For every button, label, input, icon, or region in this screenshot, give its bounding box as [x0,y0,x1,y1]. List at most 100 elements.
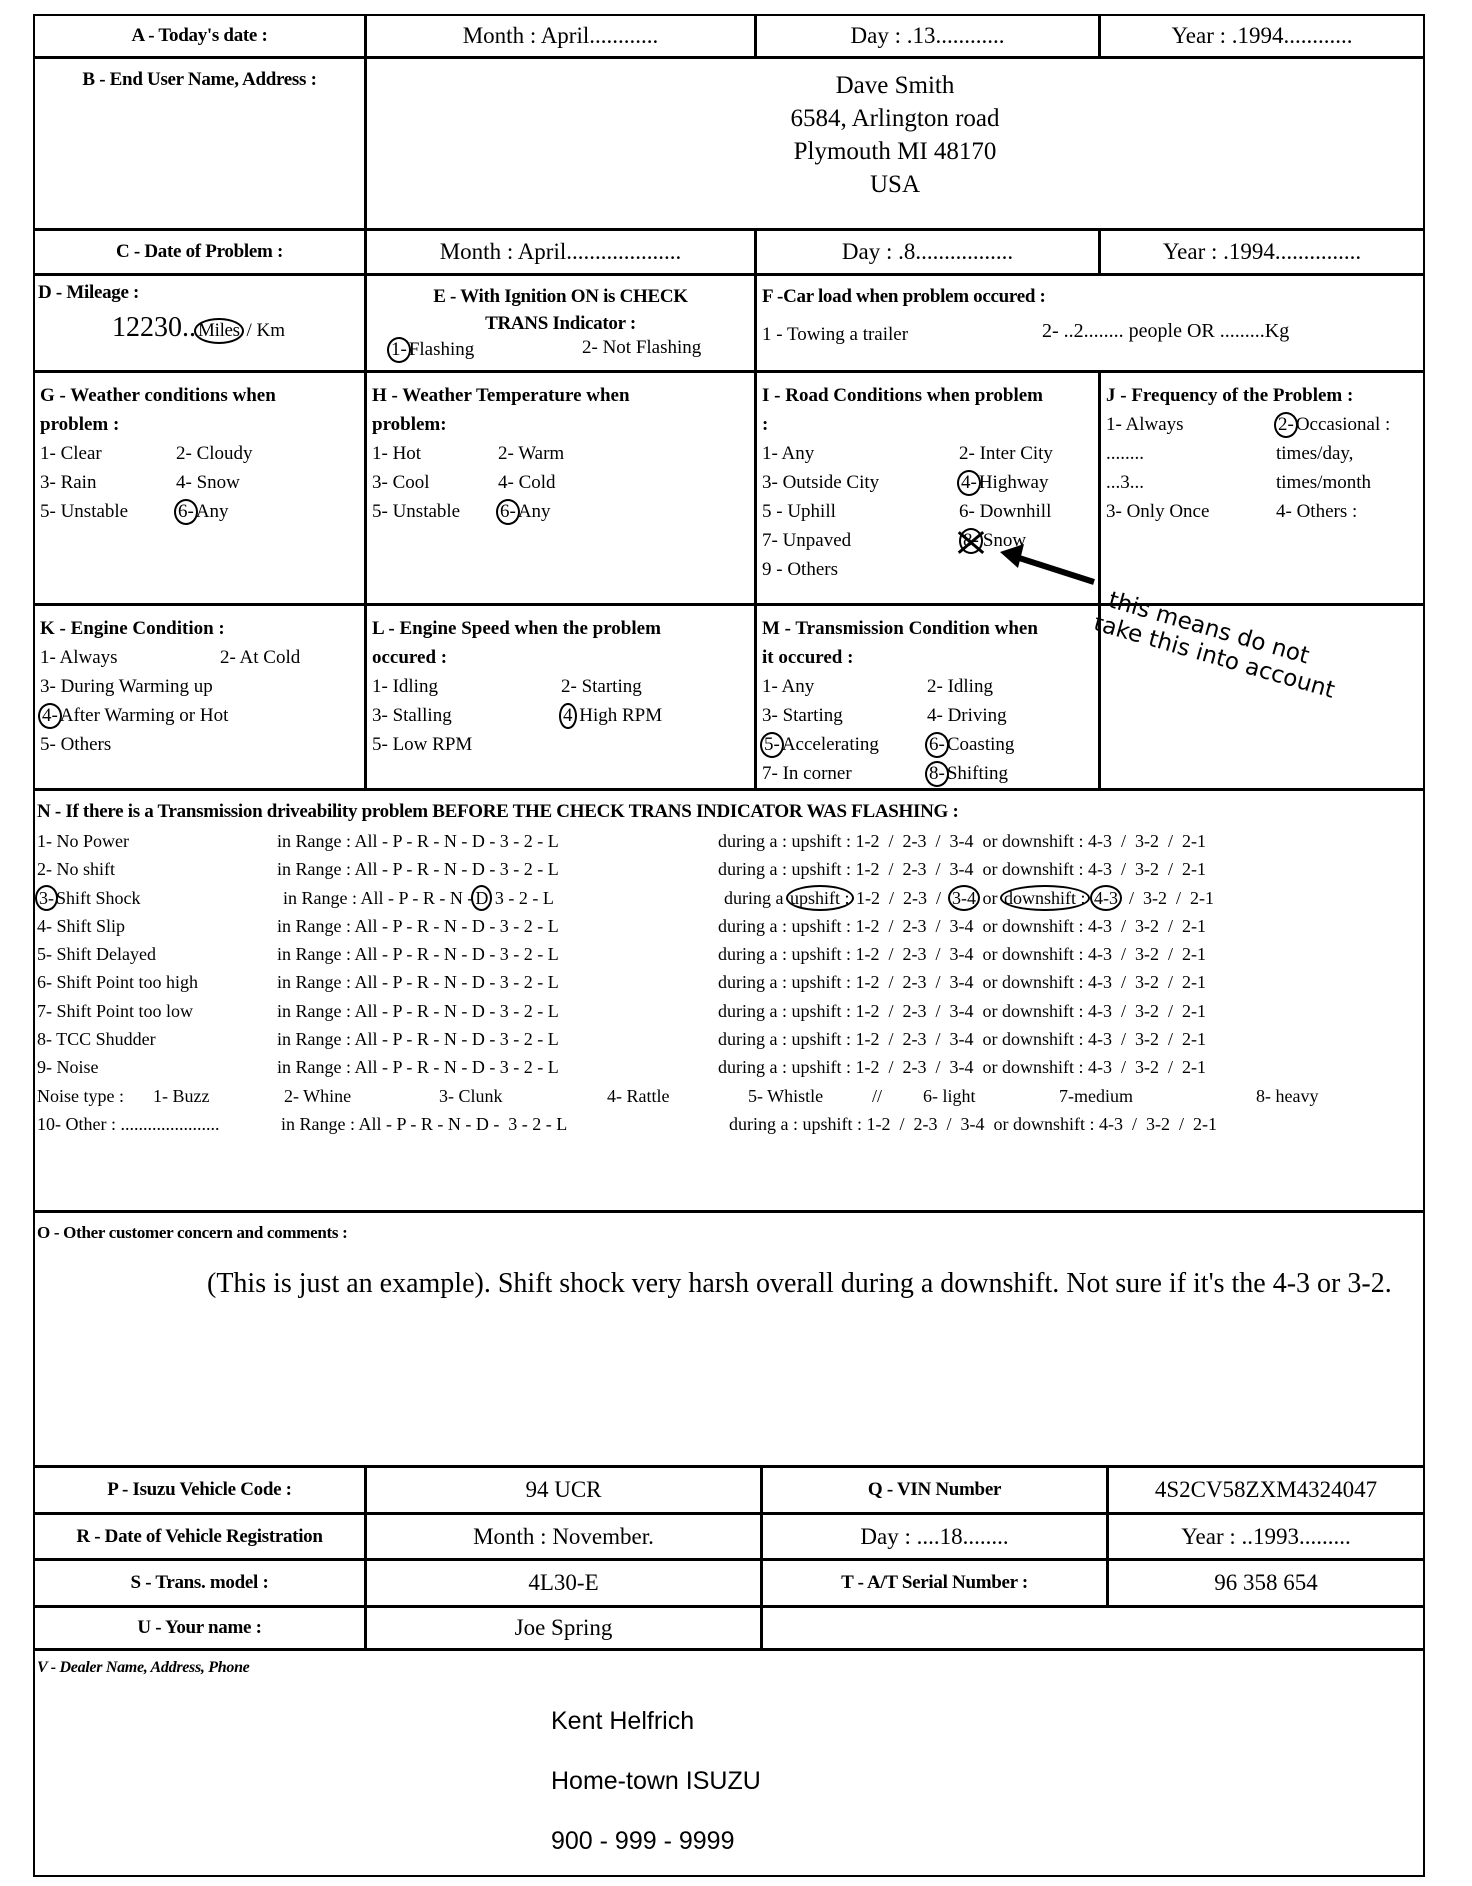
range-options[interactable]: in Range : All - P - R - N -D 3 - 2 - L [283,884,554,912]
problem-month-field[interactable]: Month : April.................... [365,229,756,275]
option-item[interactable]: 5 - Uphill [762,497,836,526]
option-item[interactable]: 2- Inter City [959,439,1053,468]
option-item[interactable]: times/day, [1276,439,1353,468]
option-item[interactable]: 1- Always [1106,410,1184,439]
option-item[interactable]: 2- Cloudy [176,439,253,468]
option-item[interactable]: 3- Rain [40,468,96,497]
problem-type[interactable]: 8- TCC Shudder [37,1025,156,1053]
trans-model-field[interactable]: 4L30-E [365,1559,762,1607]
noise-type-option[interactable]: 2- Whine [284,1085,352,1106]
option-item[interactable]: 4- After Warming or Hot [38,701,228,730]
today-year-field[interactable]: Year : .1994............ [1099,14,1425,58]
shift-options[interactable]: during a : upshift : 1-2 / 2-3 / 3-4 or … [718,1025,1206,1053]
mileage-field[interactable]: 12230.. Miles / Km [112,312,364,344]
option-item[interactable]: 3- Only Once [1106,497,1209,526]
option-item[interactable]: 4- Cold [498,468,556,497]
range-options[interactable]: in Range : All - P - R - N - D - 3 - 2 -… [277,997,559,1025]
option-item[interactable]: 4- Highway [957,468,1048,497]
shift-options[interactable]: during a : upshift : 1-2 / 2-3 / 3-4 or … [718,855,1206,883]
option-item[interactable]: 3- Stalling [372,701,452,730]
noise-type-option[interactable]: // [872,1085,883,1106]
range-options[interactable]: in Range : All - P - R - N - D - 3 - 2 -… [277,912,559,940]
option-item[interactable]: 2- At Cold [220,643,300,672]
option-item[interactable]: ........ [1106,439,1144,468]
option-item[interactable]: 5- Unstable [40,497,128,526]
end-user-address-field[interactable]: Dave Smith 6584, Arlington road Plymouth… [365,57,1425,230]
option-item[interactable]: 1- Always [40,643,118,672]
towing-option[interactable]: 1 - Towing a trailer [762,324,909,345]
registration-month-field[interactable]: Month : November. [365,1513,762,1560]
range-options[interactable]: in Range : All - P - R - N - D - 3 - 2 -… [277,855,559,883]
noise-type-option[interactable]: 5- Whistle [748,1085,824,1106]
range-options[interactable]: in Range : All - P - R - N - D - 3 - 2 -… [277,1025,559,1053]
registration-day-field[interactable]: Day : ....18........ [761,1513,1108,1560]
problem-type[interactable]: 6- Shift Point too high [37,968,198,996]
vehicle-code-field[interactable]: 94 UCR [365,1466,762,1514]
option-item[interactable]: 9 - Others [762,555,838,584]
not-flashing-option[interactable]: 2- Not Flashing [582,337,702,358]
option-item[interactable]: 5- Accelerating [760,730,879,759]
other-label[interactable]: 10- Other : ...................... [37,1113,220,1134]
noise-type-option[interactable]: 7-medium [1059,1085,1133,1106]
shift-options[interactable]: during a : upshift : 1-2 / 2-3 / 3-4 or … [718,827,1206,855]
option-item[interactable]: 6- Any [174,497,229,526]
option-item[interactable]: 5- Low RPM [372,730,472,759]
people-kg-field[interactable]: 2- ..2........ people OR .........Kg [1042,320,1290,342]
option-item[interactable]: 5- Unstable [372,497,460,526]
option-item[interactable]: 1- Clear [40,439,102,468]
option-item[interactable]: 2- Idling [927,672,993,701]
problem-type[interactable]: 1- No Power [37,827,129,855]
noise-type-option[interactable]: 8- heavy [1256,1085,1319,1106]
option-item[interactable]: 4- Driving [927,701,1007,730]
today-day-field[interactable]: Day : .13............ [755,14,1100,58]
noise-type-option[interactable]: 1- Buzz [153,1085,210,1106]
problem-type[interactable]: 5- Shift Delayed [37,940,156,968]
problem-type[interactable]: 3- Shift Shock [35,884,141,912]
option-item[interactable]: 2- Starting [561,672,642,701]
problem-type[interactable]: 2- No shift [37,855,115,883]
noise-type-option[interactable]: 3- Clunk [439,1085,503,1106]
miles-option-circled[interactable]: Miles [194,318,244,344]
option-item[interactable]: times/month [1276,468,1371,497]
serial-number-field[interactable]: 96 358 654 [1107,1559,1425,1607]
option-item[interactable]: 3- Starting [762,701,843,730]
shift-options[interactable]: during a : upshift : 1-2 / 2-3 / 3-4 or … [718,997,1206,1025]
problem-day-field[interactable]: Day : .8................. [755,229,1100,275]
km-option[interactable]: / Km [241,320,286,341]
range-options[interactable]: in Range : All - P - R - N - D - 3 - 2 -… [277,968,559,996]
option-item[interactable]: 1- Hot [372,439,421,468]
range-options[interactable]: in Range : All - P - R - N - D - 3 - 2 -… [277,940,559,968]
shift-options[interactable]: during a upshift : 1-2 / 2-3 / 3-4 or do… [724,884,1214,912]
option-item[interactable]: 3- Outside City [762,468,879,497]
option-item[interactable]: 5- Others [40,730,111,759]
option-item[interactable]: 1- Idling [372,672,438,701]
option-item[interactable]: 4- Snow [176,468,240,497]
shift-options[interactable]: during a : upshift : 1-2 / 2-3 / 3-4 or … [718,968,1206,996]
shift-options[interactable]: during a : upshift : 1-2 / 2-3 / 3-4 or … [718,1053,1206,1081]
dealer-field[interactable]: Kent Helfrich Home-town ISUZU 900 - 999 … [551,1691,761,1871]
problem-type[interactable]: 4- Shift Slip [37,912,125,940]
noise-type-option[interactable]: 4- Rattle [607,1085,670,1106]
option-item[interactable]: 6- Coasting [925,730,1014,759]
today-month-field[interactable]: Month : April............ [365,14,756,58]
registration-year-field[interactable]: Year : ..1993......... [1107,1513,1425,1560]
option-item[interactable]: 4- Others : [1276,497,1357,526]
comments-field[interactable]: (This is just an example). Shift shock v… [207,1268,1392,1299]
option-item[interactable]: 2- Warm [498,439,564,468]
your-name-field[interactable]: Joe Spring [365,1606,762,1650]
shift-options[interactable]: during a : upshift : 1-2 / 2-3 / 3-4 or … [729,1113,1217,1134]
problem-type[interactable]: 7- Shift Point too low [37,997,193,1025]
option-item[interactable]: 6- Any [496,497,551,526]
option-item[interactable]: 4 High RPM [559,701,662,730]
problem-year-field[interactable]: Year : .1994............... [1099,229,1425,275]
range-options[interactable]: in Range : All - P - R - N - D - 3 - 2 -… [277,827,559,855]
option-item[interactable]: 7- In corner [762,759,852,788]
vin-field[interactable]: 4S2CV58ZXM4324047 [1107,1466,1425,1514]
shift-options[interactable]: during a : upshift : 1-2 / 2-3 / 3-4 or … [718,940,1206,968]
option-item[interactable]: ...3... [1106,468,1144,497]
range-options[interactable]: in Range : All - P - R - N - D - 3 - 2 -… [281,1113,568,1134]
option-item[interactable]: 3- Cool [372,468,430,497]
option-item[interactable]: 1- Any [762,439,814,468]
flashing-option[interactable]: 1- Flashing [387,337,474,363]
noise-type-option[interactable]: 6- light [923,1085,976,1106]
